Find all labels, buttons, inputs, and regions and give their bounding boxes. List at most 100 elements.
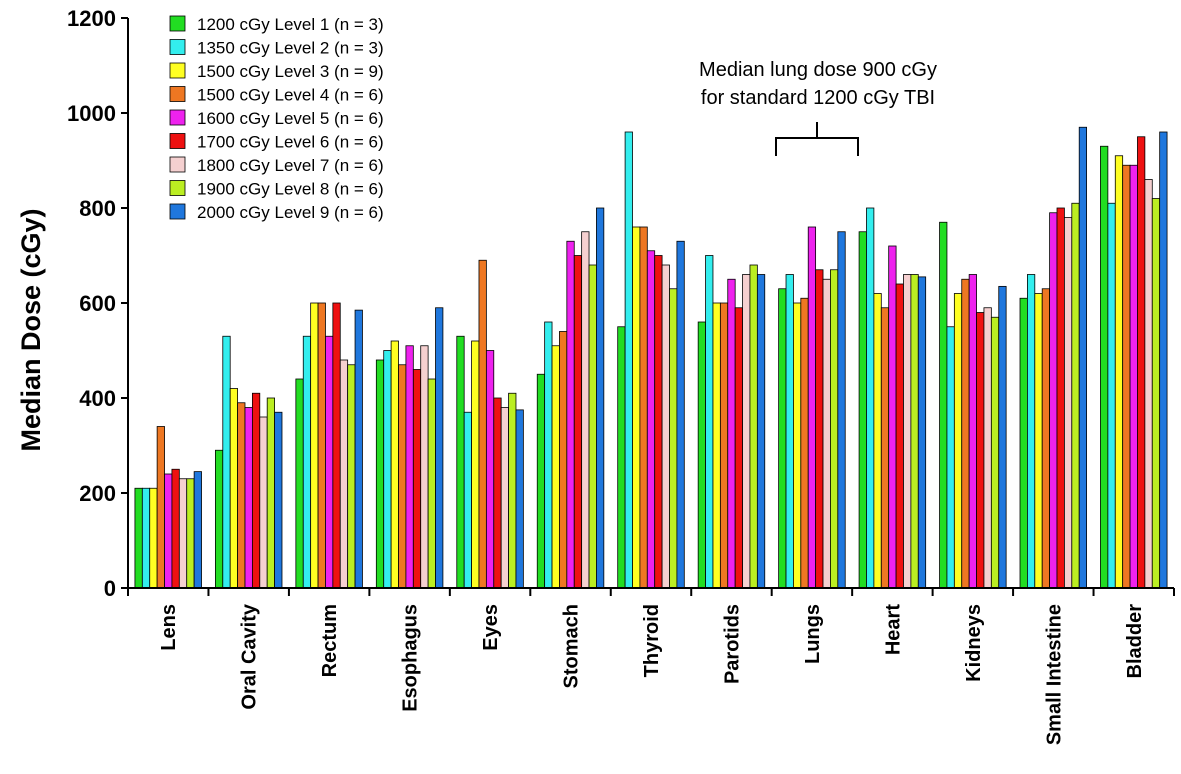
annotation-brace — [775, 122, 859, 156]
bar — [171, 468, 180, 589]
bar — [508, 392, 517, 589]
category-label: Esophagus — [400, 604, 422, 712]
legend-label: 1350 cGy Level 2 (n = 3) — [197, 39, 384, 58]
bar — [244, 407, 253, 589]
bar — [654, 255, 663, 589]
bar — [976, 312, 985, 589]
bar — [178, 478, 188, 589]
legend-label: 1500 cGy Level 3 (n = 9) — [197, 62, 384, 81]
bar — [259, 416, 268, 589]
bar — [427, 378, 436, 589]
bar — [471, 340, 480, 589]
category-label: Bladder — [1124, 604, 1146, 679]
bar — [953, 293, 963, 589]
bar — [939, 221, 948, 589]
bar — [888, 245, 897, 589]
bar — [1122, 164, 1131, 589]
category-label: Lungs — [802, 604, 824, 664]
bar — [895, 283, 904, 589]
bar — [573, 255, 583, 589]
bar — [1049, 212, 1058, 589]
legend-swatch — [169, 203, 186, 220]
bar — [500, 407, 509, 589]
bar — [405, 345, 414, 589]
bar — [785, 274, 794, 589]
bar — [880, 307, 890, 589]
y-tick-label: 200 — [79, 481, 116, 506]
bar — [478, 259, 487, 589]
y-axis: 0 200 400 600 800 1000 1200 — [67, 6, 128, 601]
bar — [1129, 164, 1138, 589]
legend-label: 1900 cGy Level 8 (n = 6) — [197, 180, 384, 199]
bar — [873, 293, 882, 589]
annotation-line-1: Median lung dose 900 cGy — [699, 59, 937, 81]
bar — [632, 226, 641, 589]
bar — [734, 307, 743, 589]
category-label: Rectum — [319, 604, 341, 677]
bar — [624, 131, 633, 589]
bar — [222, 335, 231, 589]
bar — [807, 226, 817, 589]
annotation-line-2: for standard 1200 cGy TBI — [701, 87, 935, 109]
bar — [141, 487, 151, 589]
bar — [596, 207, 605, 589]
bar — [1151, 198, 1161, 589]
bar — [193, 471, 202, 589]
bar — [866, 207, 875, 589]
category-label: Lens — [158, 604, 180, 651]
bar — [383, 350, 392, 589]
bar — [149, 487, 158, 589]
bar — [822, 278, 831, 589]
bar — [274, 411, 283, 589]
y-axis-label: Median Dose (cGy) — [16, 208, 46, 451]
bar — [435, 307, 444, 589]
legend-label: 1600 cGy Level 5 (n = 6) — [197, 109, 384, 128]
bar — [617, 326, 626, 589]
bar — [375, 359, 385, 589]
bar — [398, 364, 407, 589]
bar — [229, 388, 238, 589]
legend: 1200 cGy Level 1 (n = 3) 1350 cGy Level 2… — [169, 15, 384, 222]
bar — [669, 288, 678, 589]
bar — [778, 288, 787, 589]
bar — [903, 274, 912, 589]
bar — [412, 369, 422, 589]
y-tick-label: 0 — [104, 576, 116, 601]
bar — [354, 309, 363, 589]
bar — [830, 269, 839, 589]
category-label: Stomach — [561, 604, 583, 688]
bar — [420, 345, 429, 589]
bar — [551, 345, 560, 589]
bar — [325, 335, 334, 589]
bar — [968, 274, 977, 589]
bar — [332, 302, 341, 589]
y-tick-label: 800 — [79, 196, 116, 221]
bar — [310, 302, 319, 589]
bar — [515, 409, 524, 589]
bars — [134, 126, 1168, 589]
bar — [727, 278, 736, 589]
bar — [998, 285, 1007, 589]
bar — [676, 240, 685, 589]
bar — [295, 378, 304, 589]
bar — [1019, 297, 1028, 589]
bar — [910, 274, 919, 589]
bar — [463, 411, 472, 589]
bar — [1107, 202, 1116, 589]
y-tick-label: 1200 — [67, 6, 116, 31]
bar — [961, 278, 970, 589]
legend-label: 2000 cGy Level 9 (n = 6) — [197, 203, 384, 222]
bar — [800, 297, 809, 589]
bar — [712, 302, 721, 589]
bar — [1114, 155, 1124, 589]
legend-swatch — [169, 15, 186, 32]
annotation: Median lung dose 900 cGy for standard 12… — [699, 59, 937, 156]
bar — [639, 226, 648, 589]
legend-swatch — [169, 39, 186, 55]
bar — [705, 255, 714, 589]
bar — [946, 326, 955, 589]
bar — [134, 487, 143, 589]
bar — [251, 392, 261, 589]
bar — [1078, 126, 1088, 589]
category-label: Kidneys — [963, 604, 985, 682]
